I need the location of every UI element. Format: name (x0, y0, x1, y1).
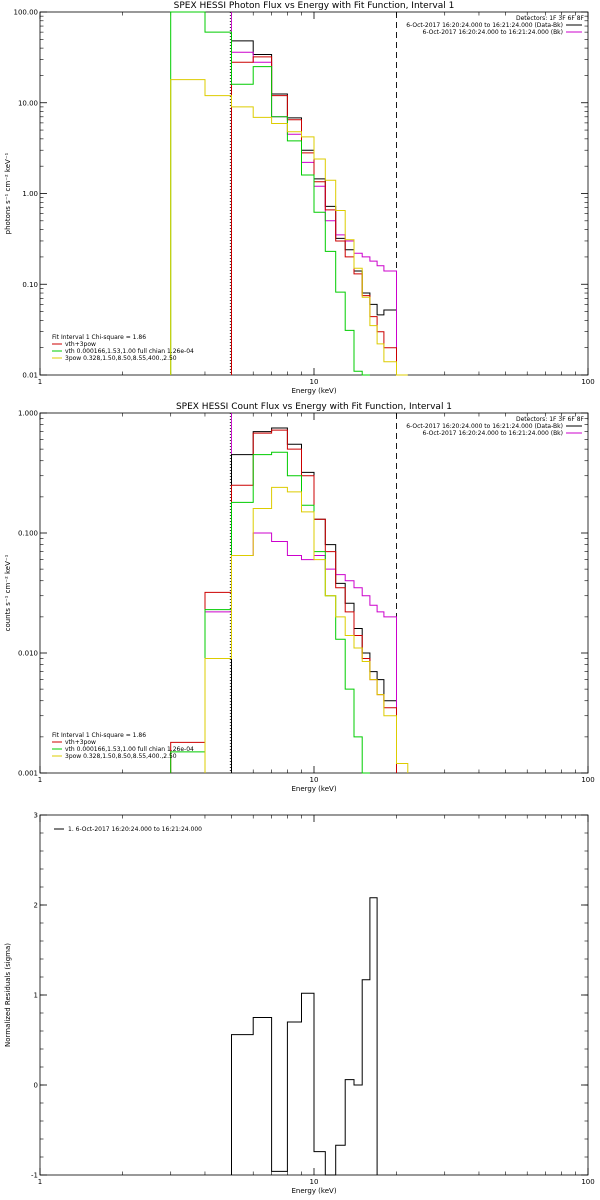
count-flux-panel: SPEX HESSI Count Flux vs Energy with Fit… (4, 402, 595, 793)
legend-entry-label: vth 0.000166,1.53,1.00 full chian 1.26e-… (65, 348, 194, 355)
series-histogram-line (204, 532, 397, 773)
residuals-panel: 1 10 100 -1 0 1 2 3 Energy (keV) Normalized Resid… (4, 812, 595, 1196)
y-axis-label: Normalized Residuals (sigma) (4, 943, 12, 1047)
y-tick-label: 0.10 (22, 281, 38, 289)
legend-entry-label: vth+3pow (65, 739, 96, 746)
x-tick-label: 10 (310, 776, 319, 784)
legend-entry-label: vth 0.000166,1.53,1.00 full chian 1.26e-… (65, 746, 194, 753)
y-tick-label: 0.010 (18, 650, 38, 658)
legend-entry-label: 6-Oct-2017 16:20:24.000 to 16:21:24.000 … (423, 29, 564, 36)
legend-entry-label: 3pow 0.328,1.50,8.50,8.55,400.,2.50 (65, 753, 177, 760)
y-tick-label: 0.01 (22, 372, 38, 380)
legend-header: Detectors: 1F 3F 6F 8F (516, 15, 585, 22)
y-tick-label: 100.00 (14, 9, 39, 17)
fit-interval-label: Fit Interval 1 Chi-square = 1.86 (52, 334, 146, 341)
photon-flux-panel: SPEX HESSI Photon Flux vs Energy with Fi… (4, 1, 595, 395)
y-tick-label: 1.00 (22, 190, 38, 198)
x-tick-label: 1 (38, 776, 42, 784)
x-axis-label: Energy (keV) (291, 387, 336, 395)
x-tick-label: 10 (310, 1178, 319, 1186)
legend-entry-label: 3pow 0.328,1.50,8.50,8.55,400.,2.50 (65, 355, 177, 362)
series-histogram-line (170, 11, 370, 376)
chart-title: SPEX HESSI Count Flux vs Energy with Fit… (176, 402, 452, 412)
y-tick-label: 3 (34, 812, 38, 820)
fit-interval-label: Fit Interval 1 Chi-square = 1.86 (52, 732, 146, 739)
y-tick-label: 0.100 (18, 530, 38, 538)
chart-title: SPEX HESSI Photon Flux vs Energy with Fi… (174, 1, 455, 11)
y-tick-label: 1.000 (18, 410, 38, 418)
x-tick-label: 10 (310, 378, 319, 386)
y-axis-label: photons s⁻¹ cm⁻² keV⁻¹ (4, 152, 12, 234)
x-tick-label: 100 (581, 378, 594, 386)
x-axis-label: Energy (keV) (291, 1187, 336, 1195)
series-histogram-line (204, 486, 409, 773)
legend-entry-label: vth+3pow (65, 341, 96, 348)
y-tick-label: 0.001 (18, 770, 38, 778)
x-tick-label: 100 (581, 1178, 594, 1186)
x-axis-label: Energy (keV) (291, 785, 336, 793)
x-tick-label: 100 (581, 776, 594, 784)
y-axis-label: counts s⁻¹ cm⁻² keV⁻¹ (4, 554, 12, 631)
y-tick-label: 2 (34, 902, 38, 910)
legend-header: Detectors: 1F 3F 6F 8F (516, 416, 585, 423)
x-tick-label: 1 (38, 378, 42, 386)
legend-entry-label: 6-Oct-2017 16:20:24.000 to 16:21:24.000 … (406, 22, 563, 29)
y-tick-label: 0 (34, 1082, 38, 1090)
y-tick-label: 1 (34, 992, 38, 1000)
y-tick-label: 10.00 (18, 99, 38, 107)
legend-entry-label: 1. 6-Oct-2017 16:20:24.000 to 16:21:24.0… (68, 826, 202, 833)
legend-entry-label: 6-Oct-2017 16:20:24.000 to 16:21:24.000 … (423, 430, 564, 437)
legend-entry-label: 6-Oct-2017 16:20:24.000 to 16:21:24.000 … (406, 423, 563, 430)
x-tick-label: 1 (38, 1178, 42, 1186)
series-histogram-line (170, 79, 408, 376)
series-histogram-line (231, 897, 378, 1176)
y-tick-label: -1 (31, 1172, 38, 1180)
